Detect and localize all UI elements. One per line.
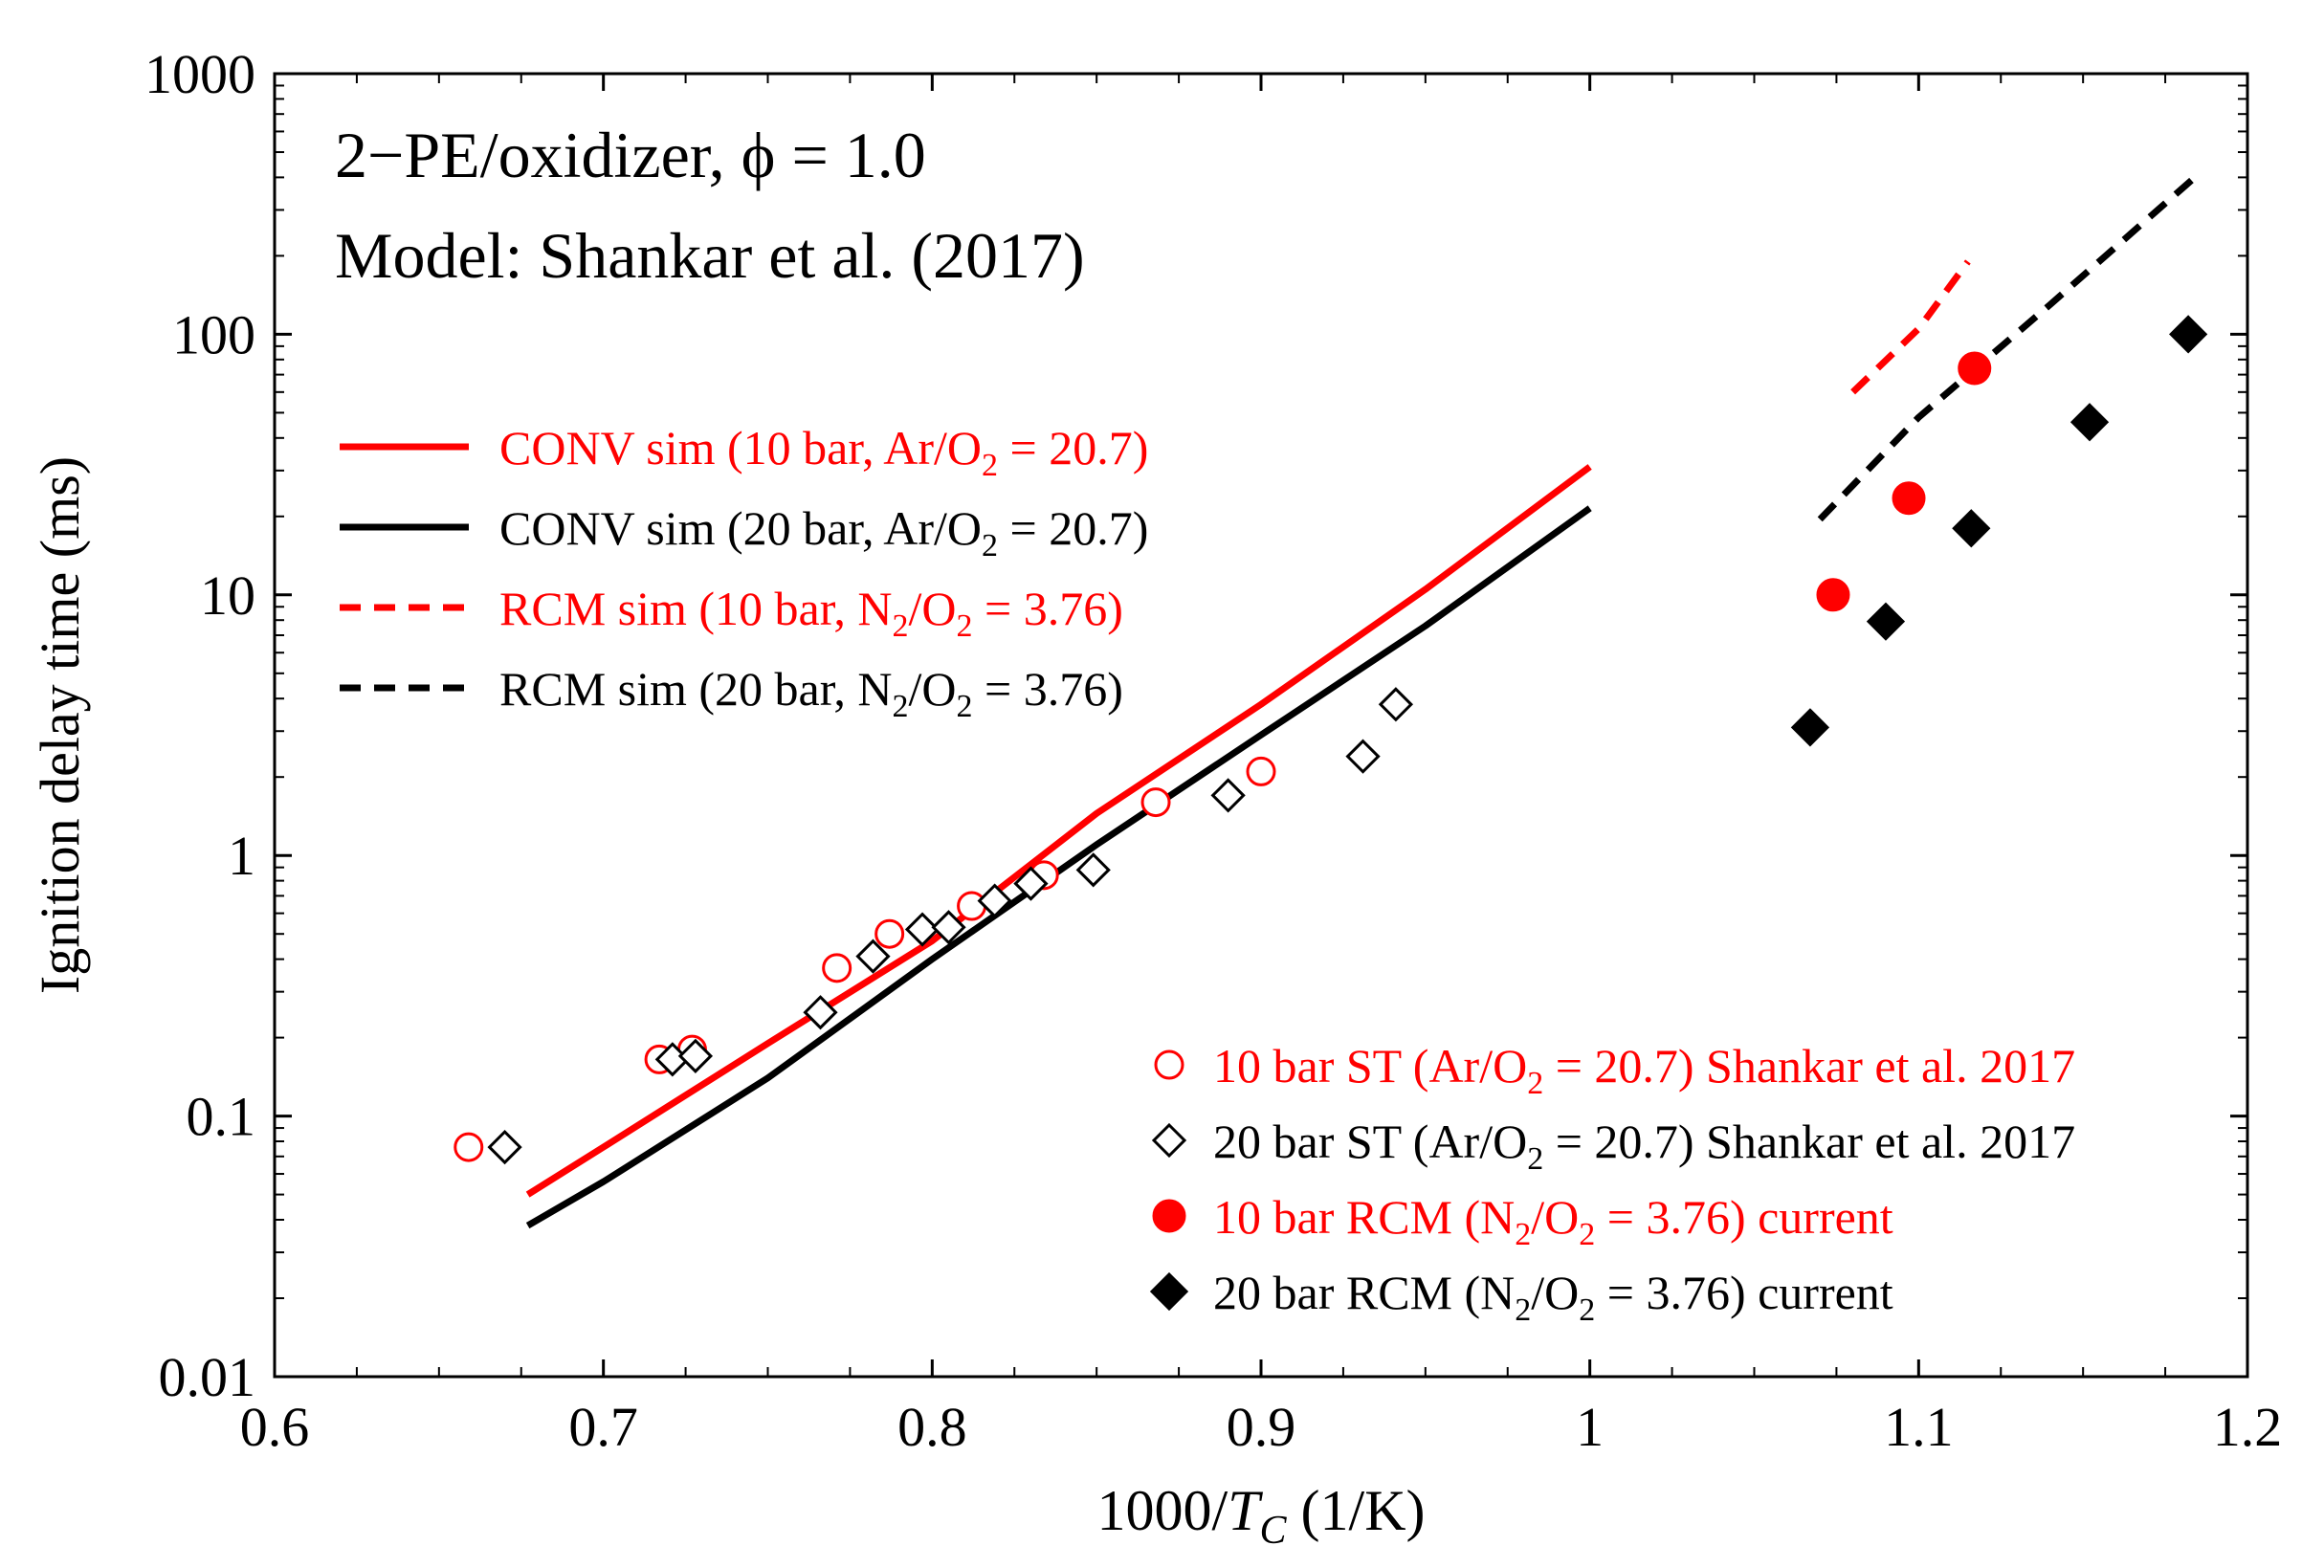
x-tick-label: 0.9 bbox=[1227, 1396, 1296, 1458]
data-point-s3 bbox=[1816, 578, 1850, 612]
legend-marker-label: 20 bar RCM (N2/O2 = 3.76) current bbox=[1213, 1266, 1893, 1328]
data-point-s2 bbox=[487, 1129, 522, 1165]
y-tick-label: 0.1 bbox=[187, 1086, 256, 1148]
axis-labels-layer: 0.6 0.7 0.8 0.9 1 1.1 1.2 0.01 0.1 1 10 100 1000 1000… bbox=[29, 43, 2282, 1553]
sim-line-1 bbox=[525, 464, 1592, 1198]
data-point-s4 bbox=[1952, 509, 1991, 548]
data-point-s1 bbox=[874, 918, 905, 949]
legend-line-label: RCM sim (10 bar, N2/O2 = 3.76) bbox=[499, 582, 1123, 644]
series-layer bbox=[454, 177, 2208, 1229]
data-point-s4 bbox=[1790, 708, 1830, 747]
data-point-s3 bbox=[1892, 481, 1926, 516]
y-tick-label: 10 bbox=[200, 564, 255, 627]
y-axis-label: Ignition delay time (ms) bbox=[29, 456, 91, 994]
legend-marker-label: 10 bar RCM (N2/O2 = 3.76) current bbox=[1213, 1190, 1893, 1252]
x-tick-label: 1.2 bbox=[2213, 1396, 2283, 1458]
x-tick-label: 0.6 bbox=[240, 1396, 310, 1458]
data-point-s2 bbox=[1013, 866, 1049, 901]
legend-markers: 10 bar ST (Ar/O2 = 20.7) Shankar et al. … bbox=[1149, 1039, 2075, 1328]
x-tick-label: 1 bbox=[1576, 1396, 1604, 1458]
title-line-1: 2−PE/oxidizer, ϕ = 1.0 bbox=[335, 119, 926, 191]
data-point-s1 bbox=[957, 891, 987, 921]
data-point-s2 bbox=[677, 1038, 714, 1073]
legend-line-label: CONV sim (20 bar, Ar/O2 = 20.7) bbox=[499, 501, 1148, 563]
data-point-s2 bbox=[803, 995, 838, 1030]
title-line-2: Model: Shankar et al. (2017) bbox=[335, 219, 1085, 292]
sim-line-4 bbox=[1817, 177, 2194, 522]
x-axis-label: 1000/TC (1/K) bbox=[1096, 1479, 1425, 1553]
data-point-s1 bbox=[822, 953, 852, 983]
legend-lines: CONV sim (10 bar, Ar/O2 = 20.7) CONV sim … bbox=[340, 421, 1148, 724]
sim-line-3 bbox=[1850, 259, 1971, 395]
chart-title: 2−PE/oxidizer, ϕ = 1.0 Model: Shankar et… bbox=[335, 119, 1085, 292]
sim-line-2 bbox=[525, 505, 1592, 1229]
legend-marker-symbol bbox=[1149, 1271, 1189, 1312]
data-point-s1 bbox=[1140, 787, 1171, 818]
legend-line-label: CONV sim (10 bar, Ar/O2 = 20.7) bbox=[499, 421, 1148, 483]
data-point-s4 bbox=[2069, 403, 2110, 442]
y-tick-label: 100 bbox=[172, 303, 255, 365]
y-tick-label: 1 bbox=[228, 825, 255, 887]
data-point-s2 bbox=[855, 939, 891, 974]
legend-marker-symbol bbox=[1152, 1199, 1186, 1233]
x-tick-label: 0.8 bbox=[897, 1396, 967, 1458]
legend-marker-label: 10 bar ST (Ar/O2 = 20.7) Shankar et al. … bbox=[1213, 1039, 2075, 1101]
data-point-s4 bbox=[2169, 315, 2208, 354]
x-tick-label: 1.1 bbox=[1884, 1396, 1954, 1458]
legend-marker-symbol bbox=[1154, 1049, 1184, 1080]
legend-line-label: RCM sim (20 bar, N2/O2 = 3.76) bbox=[499, 662, 1123, 724]
data-point-s1 bbox=[454, 1132, 484, 1162]
legend-marker-label: 20 bar ST (Ar/O2 = 20.7) Shankar et al. … bbox=[1213, 1115, 2075, 1177]
data-point-s2 bbox=[931, 910, 966, 945]
data-point-s2 bbox=[904, 912, 941, 947]
plot-frame bbox=[273, 72, 2249, 1379]
data-point-s4 bbox=[1866, 602, 1906, 641]
data-point-s2 bbox=[1075, 852, 1111, 888]
data-point-s3 bbox=[1958, 351, 1992, 386]
legend-marker-symbol bbox=[1151, 1122, 1187, 1159]
data-point-s2 bbox=[1345, 739, 1381, 774]
y-tick-label: 0.01 bbox=[159, 1346, 256, 1408]
x-tick-label: 0.7 bbox=[568, 1396, 638, 1458]
data-point-s1 bbox=[1246, 756, 1276, 786]
data-point-s2 bbox=[1378, 687, 1414, 722]
data-point-s2 bbox=[977, 883, 1012, 918]
data-point-s2 bbox=[1210, 778, 1246, 813]
y-tick-label: 1000 bbox=[144, 43, 255, 105]
